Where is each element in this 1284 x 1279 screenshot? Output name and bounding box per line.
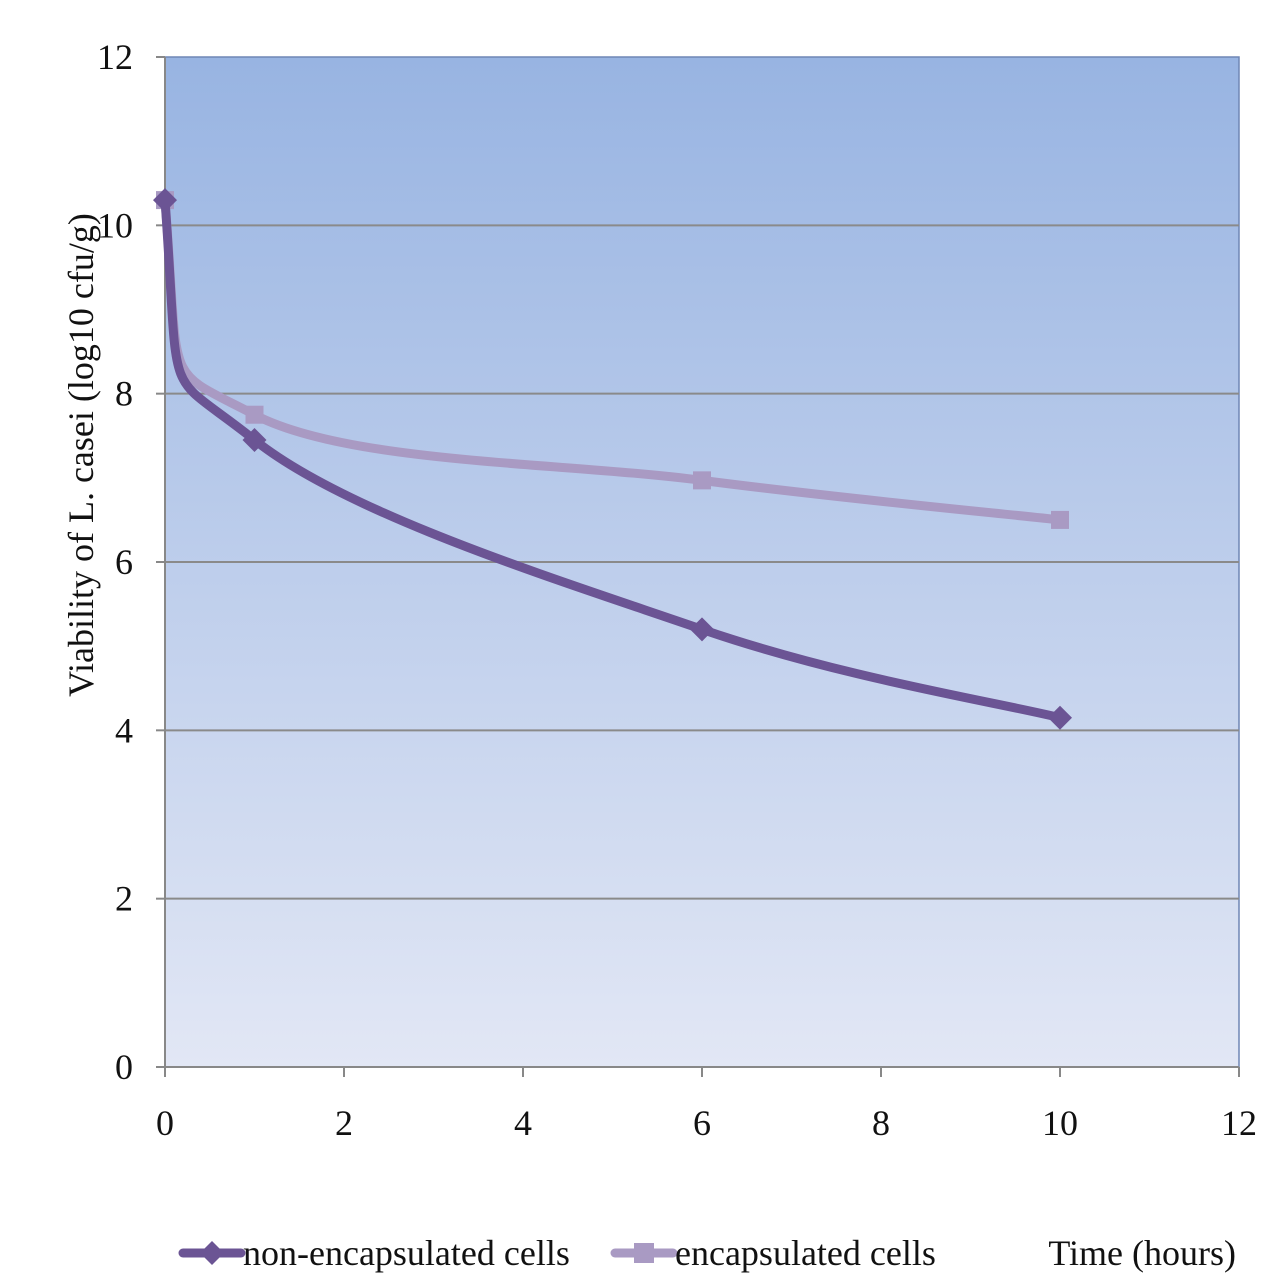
- legend-label-non-encapsulated: non-encapsulated cells: [243, 1233, 570, 1273]
- data-point-non-encapsulated-cells: [690, 617, 714, 642]
- legend: non-encapsulated cells encapsulated cell…: [178, 1233, 936, 1273]
- series-line-non-encapsulated-cells: [160, 195, 1065, 723]
- x-tick-label: 6: [693, 1103, 711, 1143]
- x-axis-title: Time (hours): [1048, 1233, 1236, 1273]
- gridlines: [165, 224, 1239, 900]
- x-tick-label: 10: [1042, 1103, 1078, 1143]
- data-point-encapsulated-cells: [245, 405, 264, 424]
- data-point-encapsulated-cells: [693, 471, 711, 490]
- x-tick-label: 0: [156, 1103, 174, 1143]
- x-tick-label: 2: [335, 1103, 353, 1143]
- x-tick-label: 4: [514, 1103, 532, 1143]
- x-tick-label: 12: [1221, 1103, 1257, 1143]
- y-tick-labels: 0 2 4 6 8 10 12: [97, 37, 133, 1087]
- x-tick-labels: 0 2 4 6 8 10 12: [156, 1103, 1257, 1143]
- y-tick-label: 10: [97, 205, 133, 245]
- x-tick-label: 8: [872, 1103, 890, 1143]
- legend-item-encapsulated: encapsulated cells: [610, 1233, 936, 1273]
- y-tick-label: 12: [97, 37, 133, 77]
- data-point-encapsulated-cells: [1051, 510, 1069, 529]
- series-layer: [153, 188, 1072, 730]
- y-tick-label: 6: [115, 542, 133, 582]
- y-tick-label: 0: [115, 1047, 133, 1087]
- data-point-non-encapsulated-cells: [1048, 705, 1072, 730]
- legend-diamond-marker: [200, 1241, 224, 1265]
- y-tick-label: 2: [115, 879, 133, 919]
- y-tick-label: 4: [115, 710, 133, 750]
- legend-item-non-encapsulated: non-encapsulated cells: [178, 1233, 570, 1273]
- legend-square-marker: [634, 1243, 654, 1263]
- data-point-non-encapsulated-cells: [153, 188, 177, 213]
- legend-label-encapsulated: encapsulated cells: [675, 1233, 936, 1273]
- y-tick-label: 8: [115, 374, 133, 414]
- y-axis-title: Viability of L. casei (log10 cfu/g): [61, 213, 101, 697]
- data-point-non-encapsulated-cells: [242, 427, 267, 452]
